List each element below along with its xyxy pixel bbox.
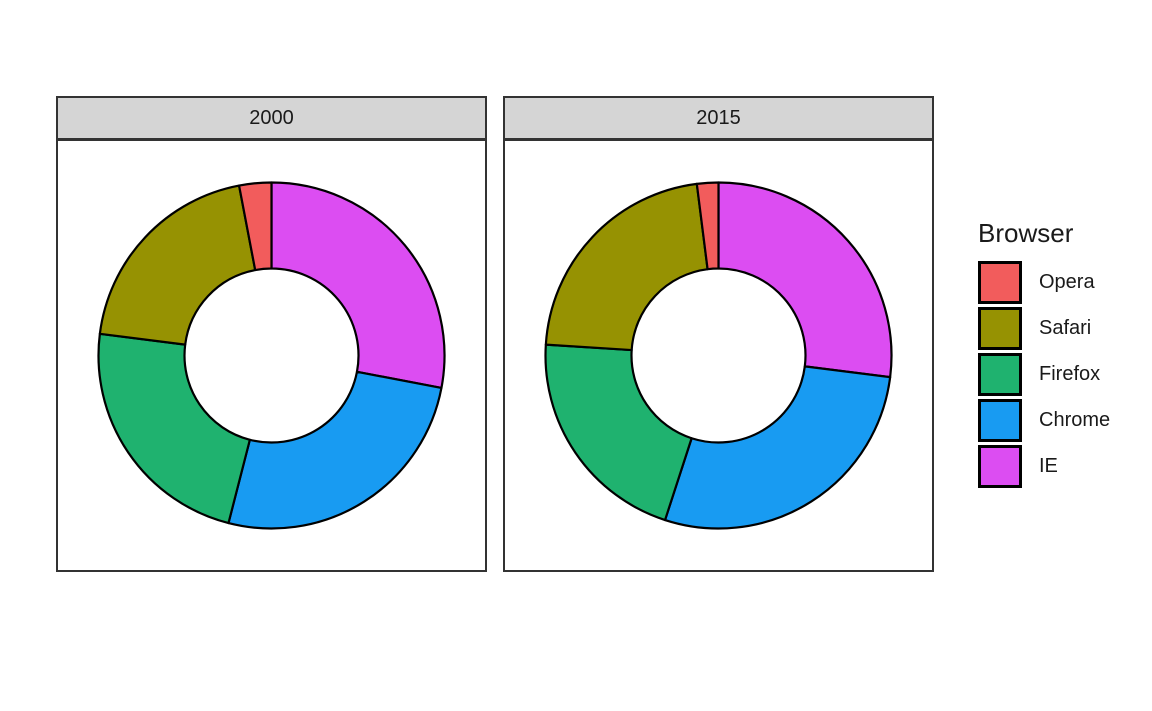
facet-2015: 2015 (503, 96, 934, 572)
donut-segment-2015-ie (717, 181, 893, 379)
legend-item-ie: IE (978, 445, 1110, 488)
facet-2000: 2000 (56, 96, 487, 572)
legend-key-safari (978, 307, 1022, 350)
donut-segment-2000-safari (98, 184, 257, 346)
legend-key-opera (978, 261, 1022, 304)
legend-key-chrome (978, 399, 1022, 442)
legend-item-opera: Opera (978, 261, 1110, 304)
legend-item-chrome: Chrome (978, 399, 1110, 442)
donut-chart-2000 (97, 181, 446, 530)
donut-segment-2015-chrome (663, 365, 892, 530)
facet-strip-label-2015: 2015 (696, 106, 741, 129)
legend-key-ie (978, 445, 1022, 488)
donut-segment-2015-firefox (544, 343, 693, 522)
donut-panel-2015 (503, 139, 934, 572)
legend-label-safari: Safari (1039, 317, 1092, 339)
legend-label-ie: IE (1039, 455, 1058, 477)
legend-item-safari: Safari (978, 307, 1110, 350)
legend-title: Browser (978, 218, 1074, 248)
legend-label-firefox: Firefox (1039, 363, 1101, 385)
donut-chart-2015 (544, 181, 893, 530)
legend-key-firefox (978, 353, 1022, 396)
legend-label-chrome: Chrome (1039, 409, 1111, 431)
donut-segment-2015-safari (544, 182, 709, 352)
donut-segment-2000-opera (237, 181, 273, 272)
legend-label-opera: Opera (1039, 271, 1095, 293)
facet-strip-2015: 2015 (503, 96, 934, 140)
donut-panel-2000 (56, 139, 487, 572)
facet-strip-2000: 2000 (56, 96, 487, 140)
legend-item-firefox: Firefox (978, 353, 1110, 396)
facet-strip-label-2000: 2000 (249, 106, 294, 129)
donut-segment-2000-firefox (97, 332, 251, 525)
donut-segment-2015-opera (695, 181, 720, 271)
donut-segment-2000-chrome (227, 370, 443, 530)
legend: Browser Opera Safari Firefox Chrome IE (978, 218, 1110, 491)
donut-segment-2000-ie (270, 181, 446, 390)
